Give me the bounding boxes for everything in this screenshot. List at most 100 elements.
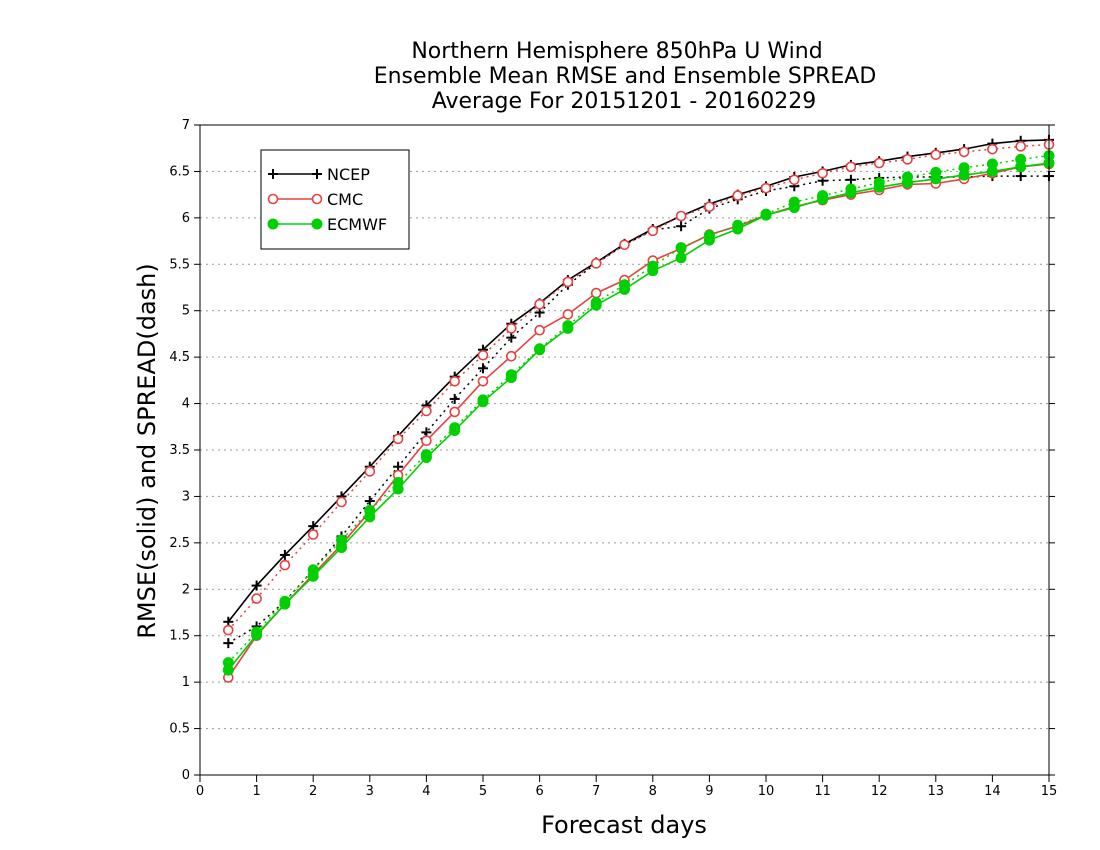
series-ncep-spread-point — [676, 221, 687, 232]
legend-marker-start — [267, 193, 279, 205]
y-tick-label: 6.5 — [169, 164, 190, 179]
x-tick-label: 3 — [366, 784, 374, 799]
series-cmc-spread-point — [675, 210, 687, 222]
series-ecmwf-spread-point — [902, 171, 913, 183]
chart-title: Northern Hemisphere 850hPa U Wind Ensemb… — [374, 39, 877, 114]
series-ecmwf-spread-point — [505, 369, 517, 381]
series-ecmwf-spread-point — [732, 219, 744, 231]
tick-labels: 00.511.522.533.544.555.566.570 1 2 3 4 5 6 7 8 9 1… — [169, 118, 1057, 799]
x-tick-label: 4 — [422, 784, 430, 799]
series-cmc-spread-point — [307, 529, 319, 540]
series-ncep-rmse-point — [279, 549, 290, 560]
x-tick-label: 5 — [479, 784, 487, 799]
series-cmc-spread-point — [534, 298, 545, 310]
series-ecmwf-spread-point — [788, 196, 800, 208]
series-cmc-spread-point — [505, 323, 517, 334]
series-ncep-spread-point — [506, 332, 517, 343]
series-ecmwf-rmse-point — [675, 252, 687, 264]
series-cmc-spread-point — [930, 149, 942, 161]
x-tick-label: 7 — [592, 784, 600, 799]
y-tick-label: 1 — [182, 675, 190, 690]
y-tick-label: 3.5 — [169, 443, 190, 458]
x-axis-label: Forecast days — [541, 811, 707, 839]
x-tick-label: 2 — [309, 784, 317, 799]
legend-label: CMC — [327, 190, 363, 209]
series-cmc-spread-point — [760, 182, 772, 194]
plot-series — [222, 134, 1055, 683]
series-ecmwf-spread-point — [619, 279, 630, 291]
series-ecmwf-spread-point — [958, 162, 970, 174]
series-ncep-spread-point — [845, 174, 856, 185]
series-ncep-spread-point — [223, 638, 234, 649]
series-ecmwf-spread-point — [336, 534, 347, 546]
series-cmc-spread-point — [477, 349, 489, 361]
series-ecmwf-spread-point — [845, 183, 857, 195]
series-cmc-spread-point — [647, 225, 659, 237]
series-cmc-spread-point — [392, 433, 404, 445]
series-cmc-spread-point — [788, 174, 800, 186]
series-cmc-spread-point — [902, 154, 913, 165]
series-ecmwf-spread-point — [534, 343, 546, 355]
x-tick-label: 8 — [649, 784, 657, 799]
series-cmc-spread-point — [421, 405, 432, 417]
series-ecmwf-spread-point — [703, 230, 715, 241]
x-tick-label: 1 — [252, 784, 260, 799]
series-cmc-rmse-point — [477, 375, 489, 387]
series-cmc-spread-point — [619, 239, 630, 251]
series-cmc-spread-point — [817, 167, 828, 179]
y-tick-label: 2 — [182, 582, 190, 597]
y-tick-label: 1.5 — [169, 629, 190, 644]
legend-label: ECMWF — [327, 215, 387, 234]
series-ncep-spread-point — [449, 393, 460, 404]
series-cmc-spread-point — [845, 161, 857, 173]
chart-title-line-2: Ensemble Mean RMSE and Ensemble SPREAD — [374, 64, 877, 89]
series-ecmwf-spread-point — [222, 657, 234, 669]
series-cmc-rmse-point — [562, 309, 574, 320]
series-cmc-spread-point — [987, 143, 998, 155]
series-cmc-rmse-point — [534, 324, 545, 336]
series-ecmwf-spread-point — [364, 504, 376, 516]
x-tick-label: 9 — [705, 784, 713, 799]
legend: NCEP CMC ECMWF — [260, 149, 410, 250]
series-ecmwf-spread-point — [675, 242, 687, 254]
y-tick-label: 5.5 — [169, 257, 190, 272]
chart-title-line-3: Average For 20151201 - 20160229 — [432, 89, 817, 114]
x-tick-label: 11 — [814, 784, 831, 799]
series-ecmwf-spread-point — [420, 449, 432, 461]
plot-frame — [199, 124, 1050, 776]
series-cmc-spread-point — [1015, 141, 1027, 152]
y-tick-label: 7 — [182, 118, 190, 133]
series-ncep-spread-point — [478, 363, 488, 374]
series-cmc-rmse-point — [421, 435, 432, 447]
y-tick-label: 6 — [182, 211, 190, 226]
legend-item-cmc: CMC — [267, 190, 363, 209]
x-tick-label: 14 — [984, 784, 1001, 799]
series-ecmwf-spread-point — [590, 296, 602, 308]
series-cmc-spread-point — [704, 201, 715, 213]
x-tick-label: 12 — [871, 784, 888, 799]
series-ncep-rmse-point — [251, 580, 262, 591]
series-ecmwf-spread-point — [986, 158, 998, 170]
x-tick-label: 13 — [928, 784, 945, 799]
series-ecmwf-spread-point — [817, 190, 829, 202]
grid — [200, 170, 1049, 730]
series-ecmwf-spread-point — [392, 477, 404, 488]
series-ecmwf — [222, 150, 1055, 676]
y-tick-label: 2.5 — [169, 536, 190, 551]
series-ecmwf-spread-point — [930, 166, 942, 178]
series-cmc-spread-point — [873, 157, 885, 169]
series-cmc-spread-point — [562, 276, 574, 288]
y-tick-label: 0 — [182, 768, 190, 783]
series-ecmwf-spread-point — [562, 320, 574, 332]
y-tick-label: 0.5 — [169, 722, 190, 737]
x-tick-label: 6 — [535, 784, 543, 799]
series-cmc-spread-point — [364, 466, 376, 477]
series-cmc-spread-point — [732, 190, 744, 201]
series-ecmwf-spread-point — [477, 394, 489, 406]
legend-marker-start — [268, 169, 278, 179]
x-tick-label: 15 — [1041, 784, 1058, 799]
series-ncep-spread-point — [364, 496, 375, 507]
y-axis-label: RMSE(solid) and SPREAD(dash) — [133, 263, 161, 639]
x-tick-label: 10 — [758, 784, 775, 799]
